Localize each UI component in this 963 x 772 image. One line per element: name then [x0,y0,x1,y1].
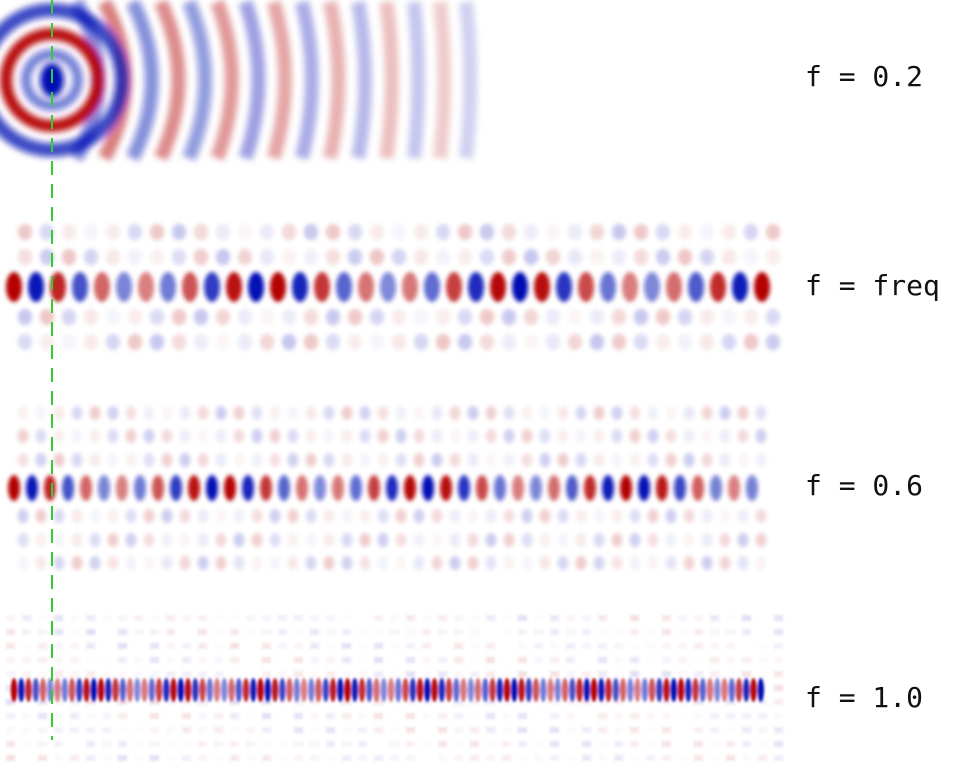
panel-label-f-0.6: f = 0.6 [805,469,924,502]
field-panel-f-1.0 [6,615,783,761]
panel-label-f-1.0: f = 1.0 [805,681,924,714]
field-panel-f-0.6 [8,405,767,571]
panel-label-f-freq: f = freq [805,269,940,302]
field-panel-f-0.2 [0,0,478,162]
panel-label-f-0.2: f = 0.2 [805,60,924,93]
field-panel-f-freq [6,223,781,351]
